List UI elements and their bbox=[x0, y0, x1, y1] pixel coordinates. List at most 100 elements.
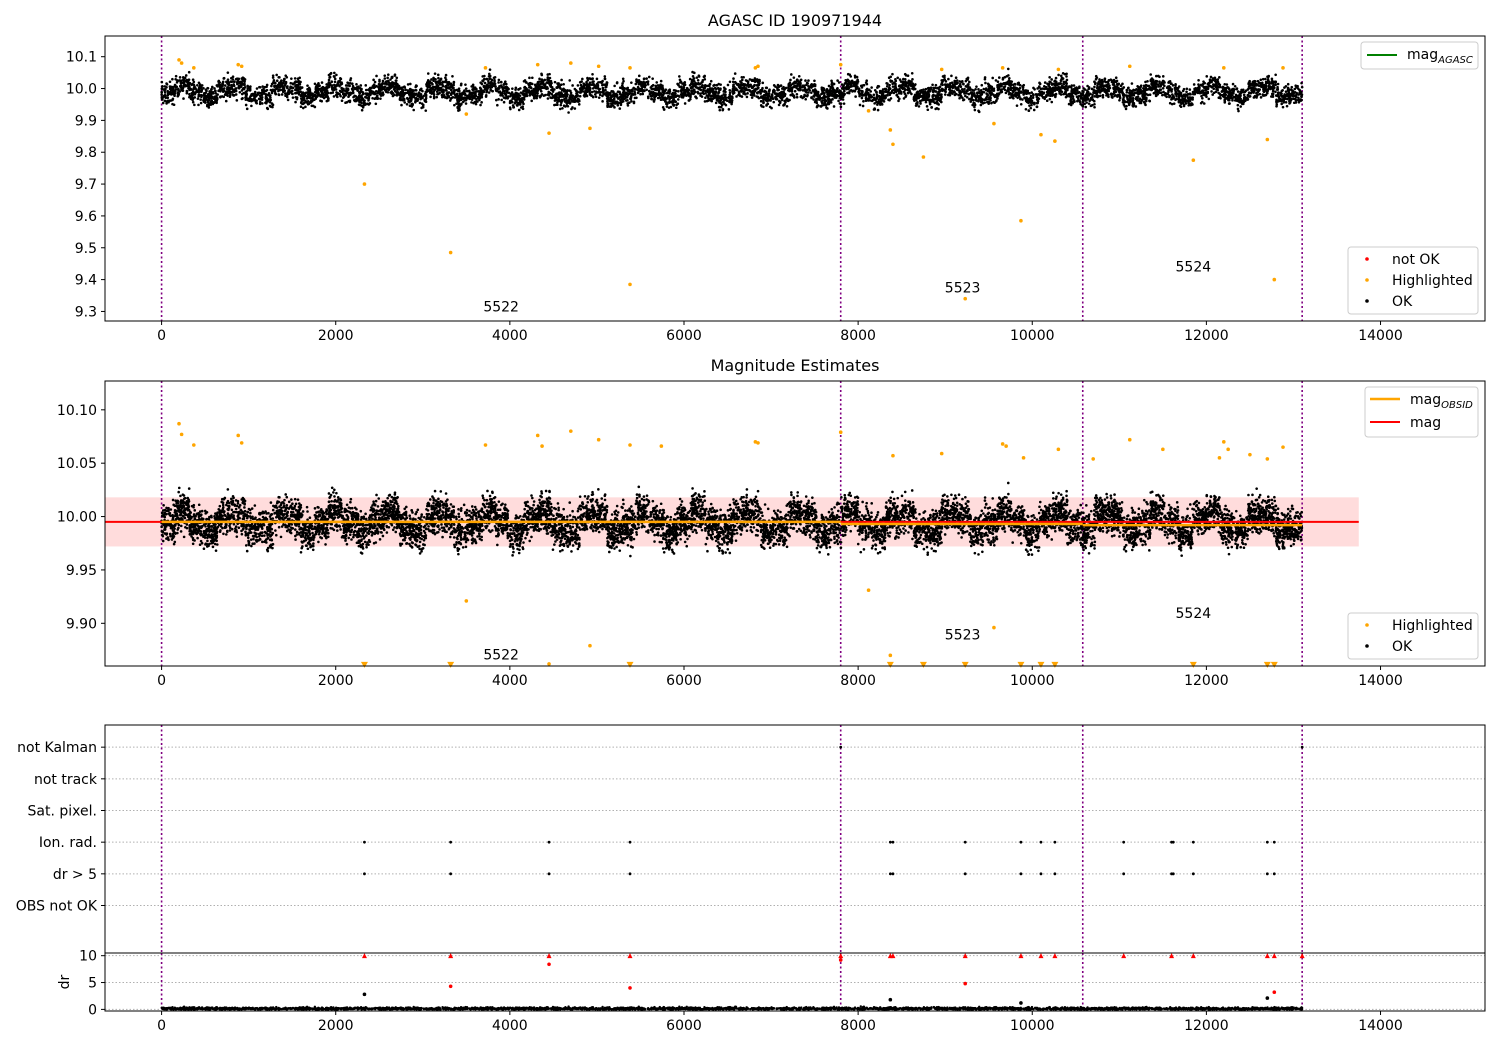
data-point-ok bbox=[882, 94, 885, 97]
data-point-ok bbox=[894, 89, 897, 93]
data-point-ok bbox=[472, 101, 475, 105]
data-point-ok bbox=[260, 98, 264, 101]
data-point-ok bbox=[1059, 82, 1063, 85]
data-point-ok bbox=[558, 85, 561, 88]
data-point-ok bbox=[436, 73, 440, 77]
data-point-ok bbox=[959, 91, 963, 94]
data-point-ok bbox=[804, 97, 807, 101]
data-point-ok bbox=[826, 102, 830, 105]
data-point-ok bbox=[244, 103, 248, 107]
data-point-ok bbox=[1227, 86, 1230, 89]
data-point-ok bbox=[775, 86, 779, 89]
data-point-ok bbox=[351, 84, 355, 88]
data-point-ok bbox=[1081, 89, 1084, 93]
data-point-ok bbox=[895, 93, 898, 97]
data-point-ok bbox=[850, 85, 853, 88]
data-point-ok bbox=[1112, 80, 1116, 84]
data-point-ok bbox=[779, 84, 782, 88]
data-point-ok bbox=[1054, 76, 1058, 80]
data-point-ok bbox=[187, 70, 191, 74]
data-point-ok bbox=[459, 82, 463, 86]
data-point-ok bbox=[1271, 89, 1275, 93]
data-point-ok bbox=[480, 101, 483, 104]
data-point-ok bbox=[560, 78, 563, 82]
data-point-ok bbox=[547, 92, 551, 95]
data-point-ok bbox=[288, 91, 292, 94]
data-point-ok bbox=[232, 84, 236, 88]
data-point-ok bbox=[691, 70, 694, 74]
data-point-ok bbox=[240, 77, 244, 80]
data-point-ok bbox=[571, 100, 574, 103]
data-point-ok bbox=[487, 81, 490, 85]
data-point-ok bbox=[215, 99, 219, 102]
data-point-ok bbox=[383, 85, 387, 89]
data-point-ok bbox=[1284, 101, 1288, 104]
data-point-ok bbox=[1087, 102, 1091, 105]
data-point-ok bbox=[1274, 73, 1277, 77]
data-point-ok bbox=[964, 94, 967, 98]
data-point-ok bbox=[247, 86, 251, 89]
data-point-ok bbox=[612, 91, 615, 95]
data-point-ok bbox=[888, 98, 891, 102]
data-point-ok bbox=[737, 90, 741, 94]
data-point-ok bbox=[590, 90, 594, 94]
data-point-ok bbox=[795, 92, 799, 96]
data-point-ok bbox=[414, 98, 418, 102]
data-point-ok bbox=[374, 102, 378, 106]
data-point-ok bbox=[166, 89, 170, 93]
data-point-ok bbox=[822, 91, 826, 95]
data-point-ok bbox=[306, 84, 309, 87]
data-point-ok bbox=[202, 87, 205, 90]
data-point-ok bbox=[709, 79, 713, 83]
data-point-ok bbox=[512, 106, 515, 109]
data-point-ok bbox=[403, 101, 407, 104]
data-point-ok bbox=[760, 105, 764, 108]
data-point-ok bbox=[1212, 87, 1216, 90]
data-point-ok bbox=[1290, 89, 1294, 92]
data-point-ok bbox=[926, 108, 930, 112]
data-point-ok bbox=[682, 85, 686, 89]
data-point-ok bbox=[1178, 104, 1182, 107]
data-point-ok bbox=[1162, 90, 1165, 94]
data-point-ok bbox=[1258, 92, 1262, 96]
data-point-ok bbox=[487, 72, 491, 76]
data-point-ok bbox=[1286, 82, 1290, 86]
data-point-ok bbox=[932, 98, 935, 101]
data-point-ok bbox=[1045, 93, 1048, 97]
data-point-ok bbox=[335, 73, 338, 77]
data-point-ok bbox=[943, 93, 947, 96]
data-point-ok bbox=[1007, 92, 1011, 96]
data-point-ok bbox=[235, 77, 239, 80]
data-point-ok bbox=[604, 88, 607, 92]
data-point-ok bbox=[691, 85, 694, 89]
data-point-ok bbox=[1168, 86, 1171, 90]
data-point-ok bbox=[497, 90, 501, 94]
data-point-ok bbox=[778, 100, 782, 104]
data-point-ok bbox=[877, 95, 881, 98]
data-point-ok bbox=[847, 87, 850, 91]
data-point-ok bbox=[758, 82, 761, 85]
data-point-ok bbox=[430, 78, 433, 81]
data-point-ok bbox=[1093, 95, 1097, 98]
data-point-ok bbox=[1204, 86, 1208, 90]
data-point-ok bbox=[728, 100, 731, 104]
data-point-ok bbox=[168, 92, 172, 95]
data-point-ok bbox=[1218, 76, 1221, 79]
data-point-ok bbox=[521, 105, 525, 108]
data-point-ok bbox=[829, 93, 833, 97]
data-point-ok bbox=[528, 76, 531, 80]
data-point-ok bbox=[1114, 76, 1118, 79]
data-point-ok bbox=[295, 96, 299, 99]
data-point-ok bbox=[168, 80, 172, 84]
data-point-ok bbox=[700, 95, 704, 98]
data-point-ok bbox=[988, 96, 991, 99]
data-point-ok bbox=[777, 103, 781, 107]
data-point-ok bbox=[878, 89, 882, 93]
data-point-ok bbox=[678, 81, 682, 84]
data-point-ok bbox=[953, 93, 957, 97]
data-point-ok bbox=[924, 100, 928, 104]
data-point-ok bbox=[832, 88, 836, 92]
data-point-ok bbox=[799, 81, 802, 85]
data-point-ok bbox=[745, 88, 748, 91]
